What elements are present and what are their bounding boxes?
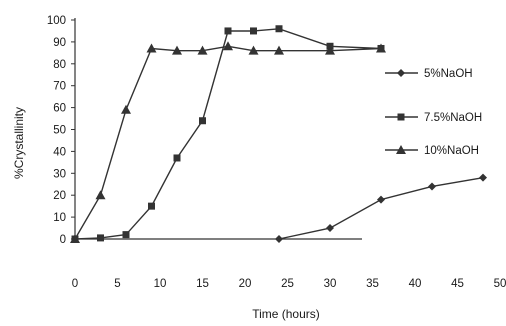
data-point [377,195,385,204]
series-line [278,177,484,240]
axes [74,18,362,240]
y-axis-ticks: 0 10 20 30 40 50 60 70 80 90 100 [47,15,75,246]
data-point [95,190,106,200]
legend-marker [396,145,406,154]
y-tick-label: 60 [53,103,66,115]
series-line [74,45,382,240]
data-point [248,45,259,55]
data-point [326,224,334,233]
x-tick-label: 45 [451,278,464,290]
series-line [74,28,382,240]
y-tick-label: 30 [53,168,66,180]
x-tick-label: 15 [196,278,209,290]
data-point [197,45,208,55]
data-point [274,45,284,55]
legend-label: 5%NaOH [424,68,473,80]
x-tick-label: 40 [409,278,422,290]
data-point [97,234,104,242]
legend-item: 5%NaOH [385,68,473,80]
data-point [428,182,436,191]
data-point [250,27,257,35]
x-tick-label: 35 [366,278,379,290]
x-tick-label: 10 [154,278,167,290]
series-diamond [275,173,487,243]
data-point [223,41,233,51]
series-layer [70,25,487,243]
x-tick-label: 5 [114,278,120,290]
legend-marker [397,113,405,121]
data-point [275,235,283,243]
x-axis-ticks: 0 5 10 15 20 25 30 35 40 45 50 [72,278,506,290]
data-point [199,117,206,125]
y-axis-title: %Crystallinity [12,107,26,179]
x-tick-label: 0 [72,278,78,290]
data-point [146,43,157,53]
legend-item: 10%NaOH [385,145,479,157]
y-tick-label: 10 [53,212,66,224]
data-point [479,173,487,182]
data-point [70,234,80,243]
y-tick-label: 80 [53,59,66,71]
x-tick-label: 30 [324,278,337,290]
y-tick-label: 50 [53,125,66,137]
series-triangle [70,41,386,243]
data-point [148,202,155,210]
legend-item: 7.5%NaOH [385,112,482,124]
y-tick-label: 20 [53,190,66,202]
x-axis-title: Time (hours) [252,307,320,321]
data-point [173,154,181,162]
x-tick-label: 50 [494,278,506,290]
data-point [122,231,130,239]
data-point [376,43,386,53]
x-tick-label: 25 [281,278,294,290]
legend-label: 10%NaOH [424,145,479,157]
data-point [172,45,182,55]
legend-label: 7.5%NaOH [424,112,482,124]
data-point [325,45,335,55]
y-tick-label: 70 [53,81,66,93]
x-tick-label: 20 [239,278,252,290]
legend-marker [397,69,405,77]
data-point [275,25,283,33]
legend: 5%NaOH 7.5%NaOH 10%NaOH [385,68,482,157]
y-tick-label: 90 [53,37,66,49]
y-tick-label: 100 [47,15,66,27]
y-tick-label: 40 [53,146,66,158]
data-point [121,104,131,114]
y-tick-label: 0 [60,234,66,246]
data-point [224,27,232,35]
